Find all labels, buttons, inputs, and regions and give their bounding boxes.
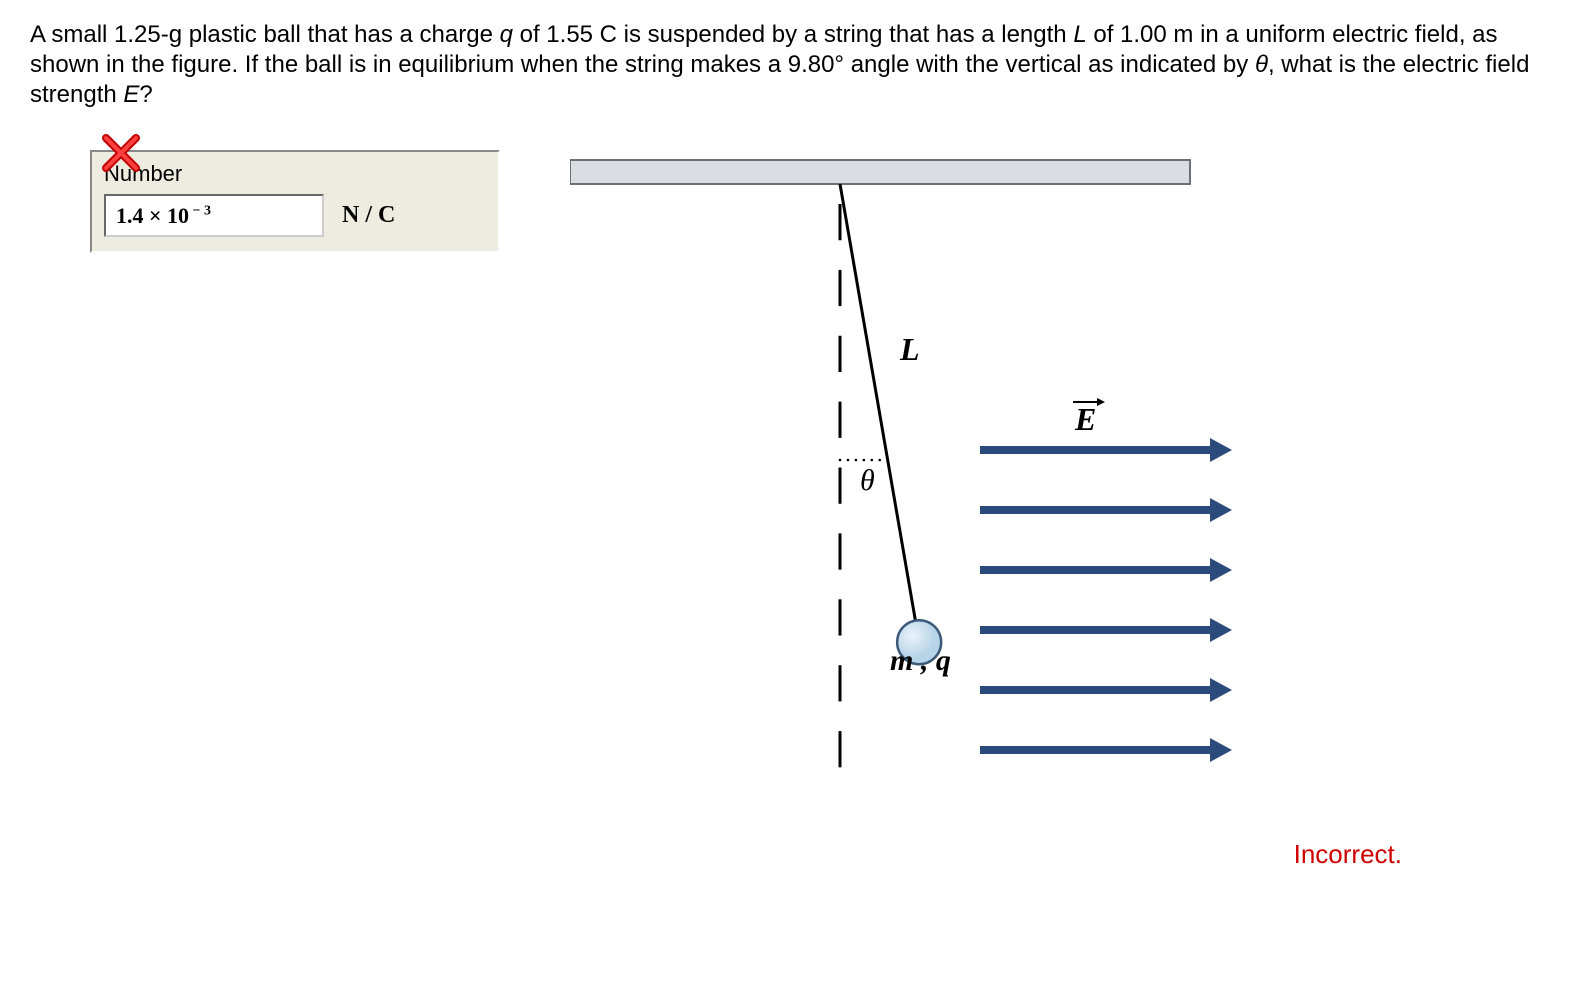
svg-text:m , q: m , q xyxy=(890,644,951,677)
answer-label: Number xyxy=(104,160,486,188)
incorrect-x-icon xyxy=(100,132,142,182)
problem-after-q: of 1.55 C is suspended by a string that … xyxy=(513,21,1073,48)
svg-text:θ: θ xyxy=(860,464,875,497)
var-L: L xyxy=(1073,21,1086,48)
answer-input[interactable]: 1.4 × 10 − 3 xyxy=(104,194,324,238)
var-theta: θ xyxy=(1255,51,1268,78)
answer-value-exp: − 3 xyxy=(189,203,211,218)
var-E: E xyxy=(123,81,139,108)
problem-prefix: A small 1.25-g plastic ball that has a c… xyxy=(30,21,500,48)
feedback-text: Incorrect. xyxy=(1294,838,1402,871)
svg-text:L: L xyxy=(899,331,920,367)
svg-text:E: E xyxy=(1074,401,1096,437)
answer-box: Number 1.4 × 10 − 3 N / C xyxy=(90,150,500,253)
problem-text: A small 1.25-g plastic ball that has a c… xyxy=(30,20,1542,110)
diagram: Lθm , qE Incorrect. xyxy=(570,150,1542,860)
answer-value-main: 1.4 × 10 xyxy=(116,203,189,228)
var-q: q xyxy=(500,21,513,48)
problem-end: ? xyxy=(139,81,152,108)
answer-unit: N / C xyxy=(342,200,395,230)
